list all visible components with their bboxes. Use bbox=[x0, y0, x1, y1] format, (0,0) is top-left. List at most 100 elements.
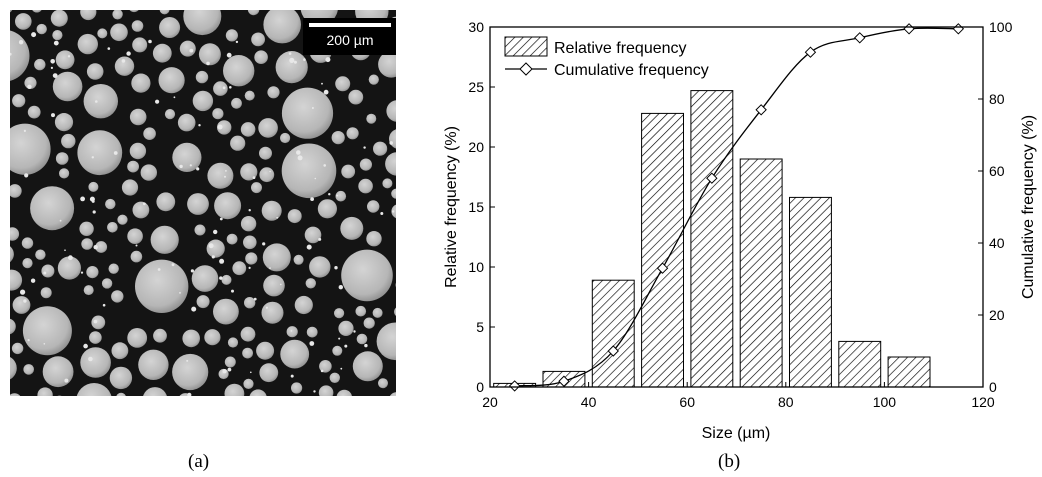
powder-particle bbox=[54, 113, 74, 132]
powder-particle bbox=[57, 256, 81, 280]
bar-45 bbox=[591, 279, 635, 388]
legend-label-cumulative: Cumulative frequency bbox=[554, 62, 709, 79]
plot-frame bbox=[489, 26, 984, 388]
cumulative-point-105 bbox=[903, 23, 915, 35]
powder-particle bbox=[83, 84, 119, 119]
powder-particle bbox=[217, 120, 232, 135]
satellite-particle bbox=[206, 61, 210, 66]
satellite-particle bbox=[253, 297, 257, 301]
satellite-particle bbox=[126, 51, 131, 56]
powder-particle bbox=[116, 392, 126, 396]
powder-particle bbox=[131, 73, 151, 93]
powder-particle bbox=[261, 200, 282, 221]
powder-particle bbox=[391, 188, 396, 199]
satellite-particle bbox=[250, 371, 252, 374]
satellite-particle bbox=[229, 86, 232, 89]
powder-particle bbox=[341, 249, 393, 302]
powder-particle bbox=[97, 28, 108, 39]
powder-particle bbox=[376, 322, 396, 361]
bar-75 bbox=[739, 158, 783, 388]
satellite-particle bbox=[269, 267, 271, 269]
powder-particle bbox=[195, 70, 209, 84]
powder-particle bbox=[227, 337, 239, 348]
satellite-particle bbox=[64, 249, 66, 251]
powder-particle bbox=[177, 113, 196, 132]
powder-particle bbox=[80, 347, 111, 378]
powder-particle bbox=[305, 278, 316, 289]
powder-particle bbox=[159, 10, 170, 15]
powder-particle bbox=[59, 168, 70, 179]
satellite-particle bbox=[27, 84, 32, 90]
satellite-particle bbox=[213, 229, 218, 235]
powder-particle bbox=[192, 90, 214, 112]
powder-particle bbox=[212, 108, 224, 120]
powder-particle bbox=[22, 306, 72, 356]
legend-label-relative: Relative frequency bbox=[554, 40, 687, 57]
powder-particle bbox=[187, 193, 209, 215]
powder-particle bbox=[367, 200, 380, 213]
powder-particle bbox=[10, 357, 17, 380]
legend-marker-cumulative bbox=[519, 62, 533, 76]
scale-bar-line bbox=[309, 23, 391, 27]
powder-particle bbox=[27, 105, 41, 119]
powder-particle bbox=[158, 67, 185, 94]
satellite-particle bbox=[50, 59, 55, 64]
powder-particle bbox=[281, 87, 334, 139]
satellite-particle bbox=[51, 113, 55, 118]
x-tick-label-40: 40 bbox=[581, 394, 597, 410]
cumulative-point-75 bbox=[755, 104, 767, 116]
powder-particle bbox=[30, 186, 75, 231]
satellite-particle bbox=[23, 299, 27, 303]
y-axis-label: Relative frequency (%) bbox=[443, 126, 460, 288]
satellite-particle bbox=[189, 164, 192, 167]
powder-particle bbox=[341, 164, 356, 179]
powder-particle bbox=[378, 378, 388, 389]
satellite-particle bbox=[52, 73, 58, 78]
powder-particle bbox=[356, 333, 368, 345]
powder-particle bbox=[37, 387, 53, 396]
powder-particle bbox=[230, 135, 246, 151]
powder-particle bbox=[262, 243, 291, 272]
powder-particle bbox=[275, 51, 308, 84]
powder-particle bbox=[22, 258, 33, 269]
powder-particle bbox=[196, 295, 210, 309]
satellite-particle bbox=[83, 343, 88, 349]
powder-particle bbox=[10, 123, 51, 175]
powder-particle bbox=[183, 10, 222, 36]
satellite-particle bbox=[226, 52, 232, 58]
cumulative-point-55 bbox=[656, 262, 669, 274]
legend: Relative frequency Cumulative frequency bbox=[504, 36, 709, 79]
powder-particle bbox=[232, 261, 247, 276]
powder-particle bbox=[76, 383, 112, 396]
satellite-particle bbox=[64, 378, 69, 383]
satellite-particle bbox=[314, 177, 317, 180]
powder-particle bbox=[223, 55, 255, 87]
powder-particle bbox=[91, 315, 106, 330]
satellite-particle bbox=[107, 47, 111, 50]
satellite-particle bbox=[179, 164, 183, 169]
powder-particle bbox=[109, 366, 133, 390]
bar-55 bbox=[641, 112, 685, 388]
satellite-particle bbox=[89, 196, 95, 202]
satellite-particle bbox=[95, 100, 98, 103]
powder-particle bbox=[287, 209, 302, 224]
satellite-particle bbox=[306, 244, 312, 250]
satellite-particle bbox=[135, 244, 138, 247]
powder-particle bbox=[52, 71, 83, 102]
powder-particle bbox=[143, 387, 167, 396]
satellite-particle bbox=[208, 243, 214, 249]
powder-particle bbox=[251, 182, 262, 194]
powder-particle bbox=[132, 201, 150, 219]
satellite-particle bbox=[336, 194, 339, 197]
satellite-particle bbox=[353, 330, 356, 333]
satellite-particle bbox=[288, 52, 292, 55]
powder-particle bbox=[267, 86, 280, 99]
satellite-particle bbox=[340, 367, 343, 370]
powder-particle bbox=[112, 10, 123, 20]
y2-axis-label: Cumulative frequency (%) bbox=[1020, 115, 1037, 299]
powder-particle bbox=[10, 184, 22, 198]
powder-particle bbox=[34, 58, 46, 71]
powder-particle bbox=[389, 392, 396, 396]
satellite-particle bbox=[325, 57, 331, 63]
powder-particle bbox=[135, 259, 189, 313]
